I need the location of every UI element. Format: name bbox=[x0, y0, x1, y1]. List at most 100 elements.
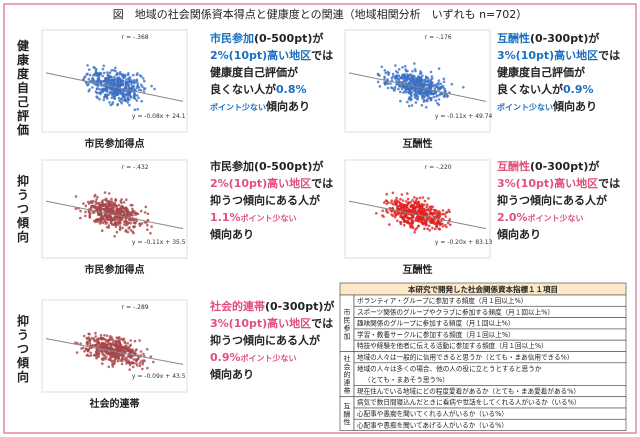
dot bbox=[421, 196, 425, 199]
dot bbox=[443, 212, 446, 216]
dot bbox=[436, 101, 439, 105]
dot bbox=[95, 198, 98, 201]
dot bbox=[446, 221, 450, 225]
dot bbox=[94, 340, 97, 343]
dot bbox=[401, 199, 405, 202]
dot bbox=[97, 78, 100, 82]
dot bbox=[130, 349, 133, 353]
dot bbox=[101, 201, 104, 205]
dot bbox=[86, 64, 89, 67]
dot bbox=[437, 81, 440, 85]
dot bbox=[437, 79, 441, 82]
plot-area bbox=[344, 159, 491, 259]
dot bbox=[112, 340, 115, 344]
dot bbox=[110, 75, 113, 79]
dot bbox=[139, 350, 143, 353]
dot bbox=[424, 99, 428, 102]
dot bbox=[416, 76, 420, 79]
dot bbox=[116, 359, 120, 363]
dot bbox=[127, 86, 131, 90]
dot bbox=[120, 359, 124, 363]
dot bbox=[419, 71, 423, 75]
dot bbox=[430, 211, 434, 215]
dot bbox=[113, 234, 116, 238]
dot bbox=[107, 365, 111, 369]
dot bbox=[125, 198, 128, 201]
dot bbox=[422, 81, 425, 84]
dot bbox=[97, 340, 100, 344]
dot bbox=[426, 76, 430, 80]
dot bbox=[96, 220, 99, 223]
dot bbox=[439, 82, 443, 86]
trend-line bbox=[45, 338, 184, 365]
dot bbox=[395, 79, 398, 83]
dot bbox=[96, 218, 99, 221]
dot bbox=[150, 225, 153, 228]
trend-line bbox=[348, 72, 487, 102]
dot bbox=[95, 71, 98, 75]
note-line: 健康度自己評価が bbox=[210, 65, 298, 79]
dot bbox=[111, 78, 115, 81]
dot bbox=[415, 80, 419, 83]
x-label: 市民参加得点 bbox=[85, 137, 145, 150]
dot bbox=[419, 81, 423, 85]
dot bbox=[93, 195, 96, 198]
note-segment: 3%(10pt)高い地区 bbox=[210, 316, 311, 330]
dot bbox=[437, 67, 441, 70]
dot bbox=[138, 364, 142, 368]
note-line: 互酬性(0-300pt)が bbox=[497, 31, 599, 45]
dot bbox=[134, 358, 138, 361]
note-line: 0.9%ポイント少ない bbox=[210, 351, 297, 364]
dot bbox=[385, 192, 389, 196]
dot bbox=[380, 65, 384, 69]
dot bbox=[84, 214, 87, 218]
dot bbox=[399, 203, 402, 207]
dot bbox=[426, 208, 429, 212]
dot bbox=[445, 225, 448, 229]
note-line: 抑うつ傾向にある人が bbox=[210, 193, 320, 207]
dot bbox=[450, 82, 454, 86]
note-line: 3%(10pt)高い地区では bbox=[210, 316, 333, 330]
dot bbox=[144, 205, 148, 209]
dot bbox=[120, 350, 124, 353]
dot bbox=[416, 211, 419, 215]
dot bbox=[381, 209, 385, 213]
dot bbox=[413, 206, 417, 209]
dot bbox=[139, 83, 143, 87]
note-segment: では bbox=[598, 177, 620, 190]
dot bbox=[438, 221, 441, 225]
dot bbox=[124, 73, 127, 77]
dot bbox=[383, 83, 387, 86]
dot bbox=[133, 108, 137, 111]
dot bbox=[434, 209, 437, 212]
dot bbox=[125, 212, 129, 215]
r-label: r = -.368 bbox=[122, 34, 149, 41]
dot bbox=[89, 201, 93, 204]
equation: y = -0.11x + 49.74 bbox=[435, 113, 493, 120]
note-line: 市民参加(0-500pt)が bbox=[210, 31, 323, 45]
dot bbox=[106, 218, 109, 221]
dot bbox=[124, 93, 128, 96]
dot bbox=[123, 75, 127, 79]
dot bbox=[96, 345, 99, 348]
dot bbox=[385, 202, 389, 206]
dot bbox=[108, 82, 112, 86]
dot bbox=[114, 89, 117, 93]
dot bbox=[120, 97, 124, 101]
dot bbox=[124, 356, 127, 359]
dot bbox=[417, 209, 420, 212]
dot bbox=[430, 75, 434, 78]
dot bbox=[101, 358, 105, 362]
y-label: 抑うつ傾向 bbox=[16, 313, 30, 384]
dot bbox=[386, 70, 390, 74]
dot bbox=[400, 77, 403, 80]
dot bbox=[138, 339, 141, 342]
dot bbox=[93, 66, 96, 70]
dot bbox=[408, 217, 411, 220]
dot bbox=[422, 217, 426, 221]
dot bbox=[383, 81, 386, 84]
dot bbox=[427, 224, 431, 228]
item-text: 地域の人々は一般的に信用できると思うか（とても・まあ信用できる%） bbox=[357, 353, 573, 362]
note-segment: 良くない人が bbox=[497, 82, 563, 96]
dot bbox=[396, 219, 399, 223]
